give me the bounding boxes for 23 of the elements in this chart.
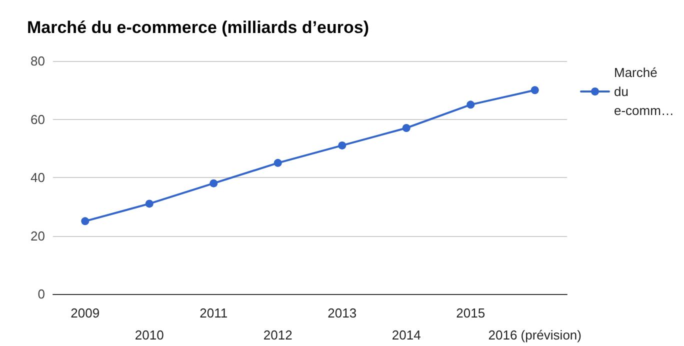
x-tick-label: 2014 xyxy=(392,328,421,342)
x-tick-label: 2015 xyxy=(456,306,486,320)
x-tick-label: 2013 xyxy=(328,306,357,320)
x-tick-label: 2010 xyxy=(134,328,164,342)
point xyxy=(338,141,346,150)
y-tick-label: 80 xyxy=(30,54,45,68)
point xyxy=(402,124,410,132)
point xyxy=(466,100,475,109)
x-tick-label: 2009 xyxy=(70,306,100,320)
point xyxy=(210,179,218,188)
point xyxy=(81,217,90,226)
chart-title: Marché du e-commerce (milliards d’euros) xyxy=(27,18,369,37)
point xyxy=(145,200,154,208)
y-tick-label: 40 xyxy=(30,170,45,185)
y-tick-label: 60 xyxy=(30,112,45,127)
legend-label: Marché du e-comm… xyxy=(614,65,674,118)
y-tick-label: 20 xyxy=(30,228,45,244)
y-tick-label: 0 xyxy=(38,286,45,302)
point xyxy=(530,86,539,94)
x-tick-label: 2012 xyxy=(263,328,292,342)
point xyxy=(274,158,282,167)
x-tick-label: 2011 xyxy=(200,306,228,320)
x-tick-label: 2016 (prévision) xyxy=(488,328,582,342)
